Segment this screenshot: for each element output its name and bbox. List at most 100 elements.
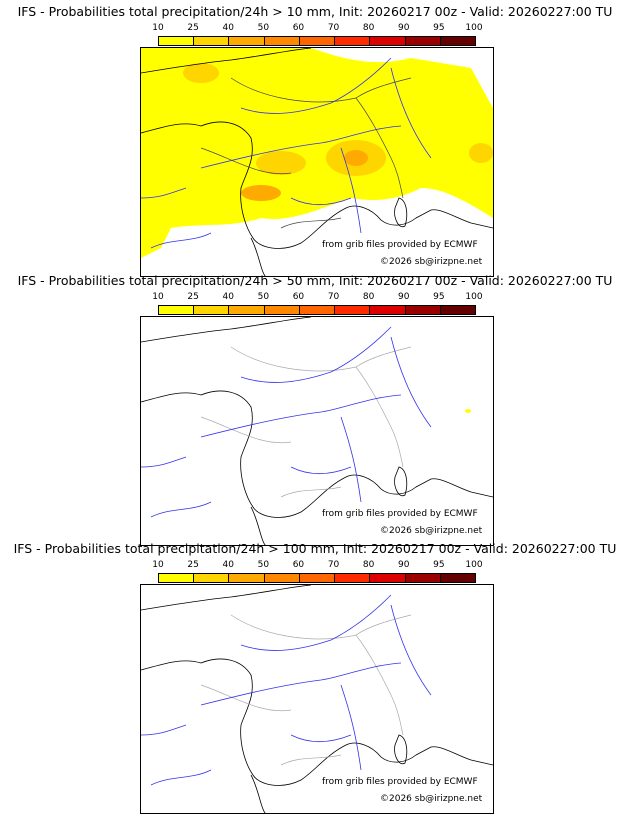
corsica-outline: [394, 466, 408, 497]
river: [240, 326, 392, 383]
colorbar-ticks: 10 25 40 50 60 70 80 90 95 100: [152, 560, 482, 572]
river: [340, 684, 362, 771]
source-credit: from grib files provided by ECMWF: [322, 240, 478, 250]
colorbar-segment: [440, 37, 475, 45]
colorbar-tick-label: 25: [187, 560, 199, 570]
colorbar-tick-label: 90: [398, 560, 410, 570]
corsica-outline: [394, 197, 408, 228]
coastline: [141, 121, 493, 249]
colorbar-tick-label: 60: [292, 292, 305, 302]
colorbar-tick-label: 95: [433, 23, 445, 33]
river: [141, 456, 187, 468]
colorbar-tick-label: 80: [362, 23, 375, 33]
colorbar-tick-label: 90: [398, 23, 410, 33]
region-border: [355, 614, 412, 636]
copyright-credit: ©2026 sb@irizpne.net: [380, 526, 483, 536]
probability-map: [140, 584, 494, 814]
colorbar: [158, 305, 476, 315]
panel-title: IFS - Probabilities total precipitation/…: [17, 273, 613, 288]
colorbar-segment: [194, 306, 230, 314]
colorbar: [158, 573, 476, 583]
river: [290, 466, 352, 475]
river: [150, 501, 212, 518]
colorbar-segment: [370, 306, 406, 314]
coastline: [141, 585, 312, 611]
river: [141, 724, 187, 736]
colorbar-tick-label: 25: [187, 292, 199, 302]
colorbar-segment: [194, 574, 230, 582]
region-border: [230, 346, 404, 468]
precip-area-25: [469, 143, 493, 163]
map-panel-50mm: IFS - Probabilities total precipitation/…: [0, 269, 630, 546]
colorbar-segment: [440, 306, 475, 314]
colorbar-segment: [299, 574, 336, 582]
river: [141, 187, 187, 199]
copyright-credit: ©2026 sb@irizpne.net: [380, 257, 483, 267]
colorbar-segment: [405, 37, 441, 45]
panel-title: IFS - Probabilities total precipitation/…: [17, 4, 613, 19]
colorbar-segment: [440, 574, 475, 582]
colorbar-tick-label: 40: [222, 292, 234, 302]
colorbar-tick-label: 50: [257, 292, 270, 302]
region-border: [200, 147, 292, 175]
source-credit: from grib files provided by ECMWF: [322, 777, 478, 787]
colorbar-segment: [194, 37, 230, 45]
colorbar-tick-label: 10: [152, 560, 164, 570]
region-border: [230, 77, 404, 199]
colorbar-segment: [159, 306, 195, 314]
coastline: [250, 506, 266, 545]
map-canvas: [141, 48, 493, 276]
map-panel-10mm: IFS - Probabilities total precipitation/…: [0, 0, 630, 277]
colorbar-segment: [229, 306, 265, 314]
colorbar-segment: [370, 37, 406, 45]
river: [390, 604, 432, 696]
river: [150, 232, 212, 249]
precip-area-10: [141, 228, 171, 258]
colorbar-tick-label: 40: [222, 23, 234, 33]
precip-area-40: [241, 185, 281, 201]
coastline: [250, 237, 266, 276]
map-canvas: [141, 585, 493, 813]
corsica-outline: [394, 734, 408, 765]
coastline: [141, 48, 312, 74]
river: [340, 147, 362, 234]
coastline: [250, 774, 266, 813]
river: [290, 734, 352, 743]
panel-title: IFS - Probabilities total precipitation/…: [13, 541, 617, 556]
colorbar-segment: [159, 37, 195, 45]
coastline: [141, 390, 493, 518]
river: [200, 394, 402, 438]
colorbar-segment: [229, 37, 265, 45]
coastline: [141, 317, 312, 343]
river: [240, 57, 392, 114]
precip-area-25: [183, 63, 219, 83]
river: [390, 336, 432, 428]
colorbar-segment: [335, 574, 371, 582]
river: [200, 662, 402, 706]
colorbar-tick-label: 10: [152, 23, 164, 33]
region-border: [200, 684, 292, 712]
colorbar-tick-label: 100: [465, 560, 483, 570]
colorbar-tick-label: 95: [433, 560, 445, 570]
colorbar-tick-label: 70: [327, 560, 340, 570]
region-border: [280, 754, 342, 766]
colorbar-tick-label: 60: [292, 560, 305, 570]
colorbar-segment: [229, 574, 265, 582]
colorbar-segment: [335, 37, 371, 45]
colorbar-segment: [264, 37, 300, 45]
colorbar-tick-label: 25: [187, 23, 199, 33]
river: [390, 67, 432, 159]
probability-map: [140, 47, 494, 277]
precip-area-10: [141, 48, 493, 238]
river: [240, 594, 392, 651]
precip-area-25: [256, 151, 306, 175]
colorbar-ticks: 10 25 40 50 60 70 80 90 95 100: [152, 292, 482, 304]
region-border: [280, 486, 342, 498]
region-border: [280, 217, 342, 229]
colorbar: [158, 36, 476, 46]
probability-map: [140, 316, 494, 546]
colorbar-tick-label: 10: [152, 292, 164, 302]
colorbar-tick-label: 50: [257, 560, 270, 570]
river: [150, 769, 212, 786]
colorbar-tick-label: 95: [433, 292, 445, 302]
